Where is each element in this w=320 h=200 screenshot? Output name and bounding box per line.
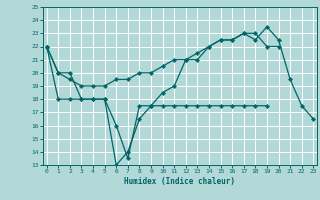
X-axis label: Humidex (Indice chaleur): Humidex (Indice chaleur): [124, 177, 236, 186]
